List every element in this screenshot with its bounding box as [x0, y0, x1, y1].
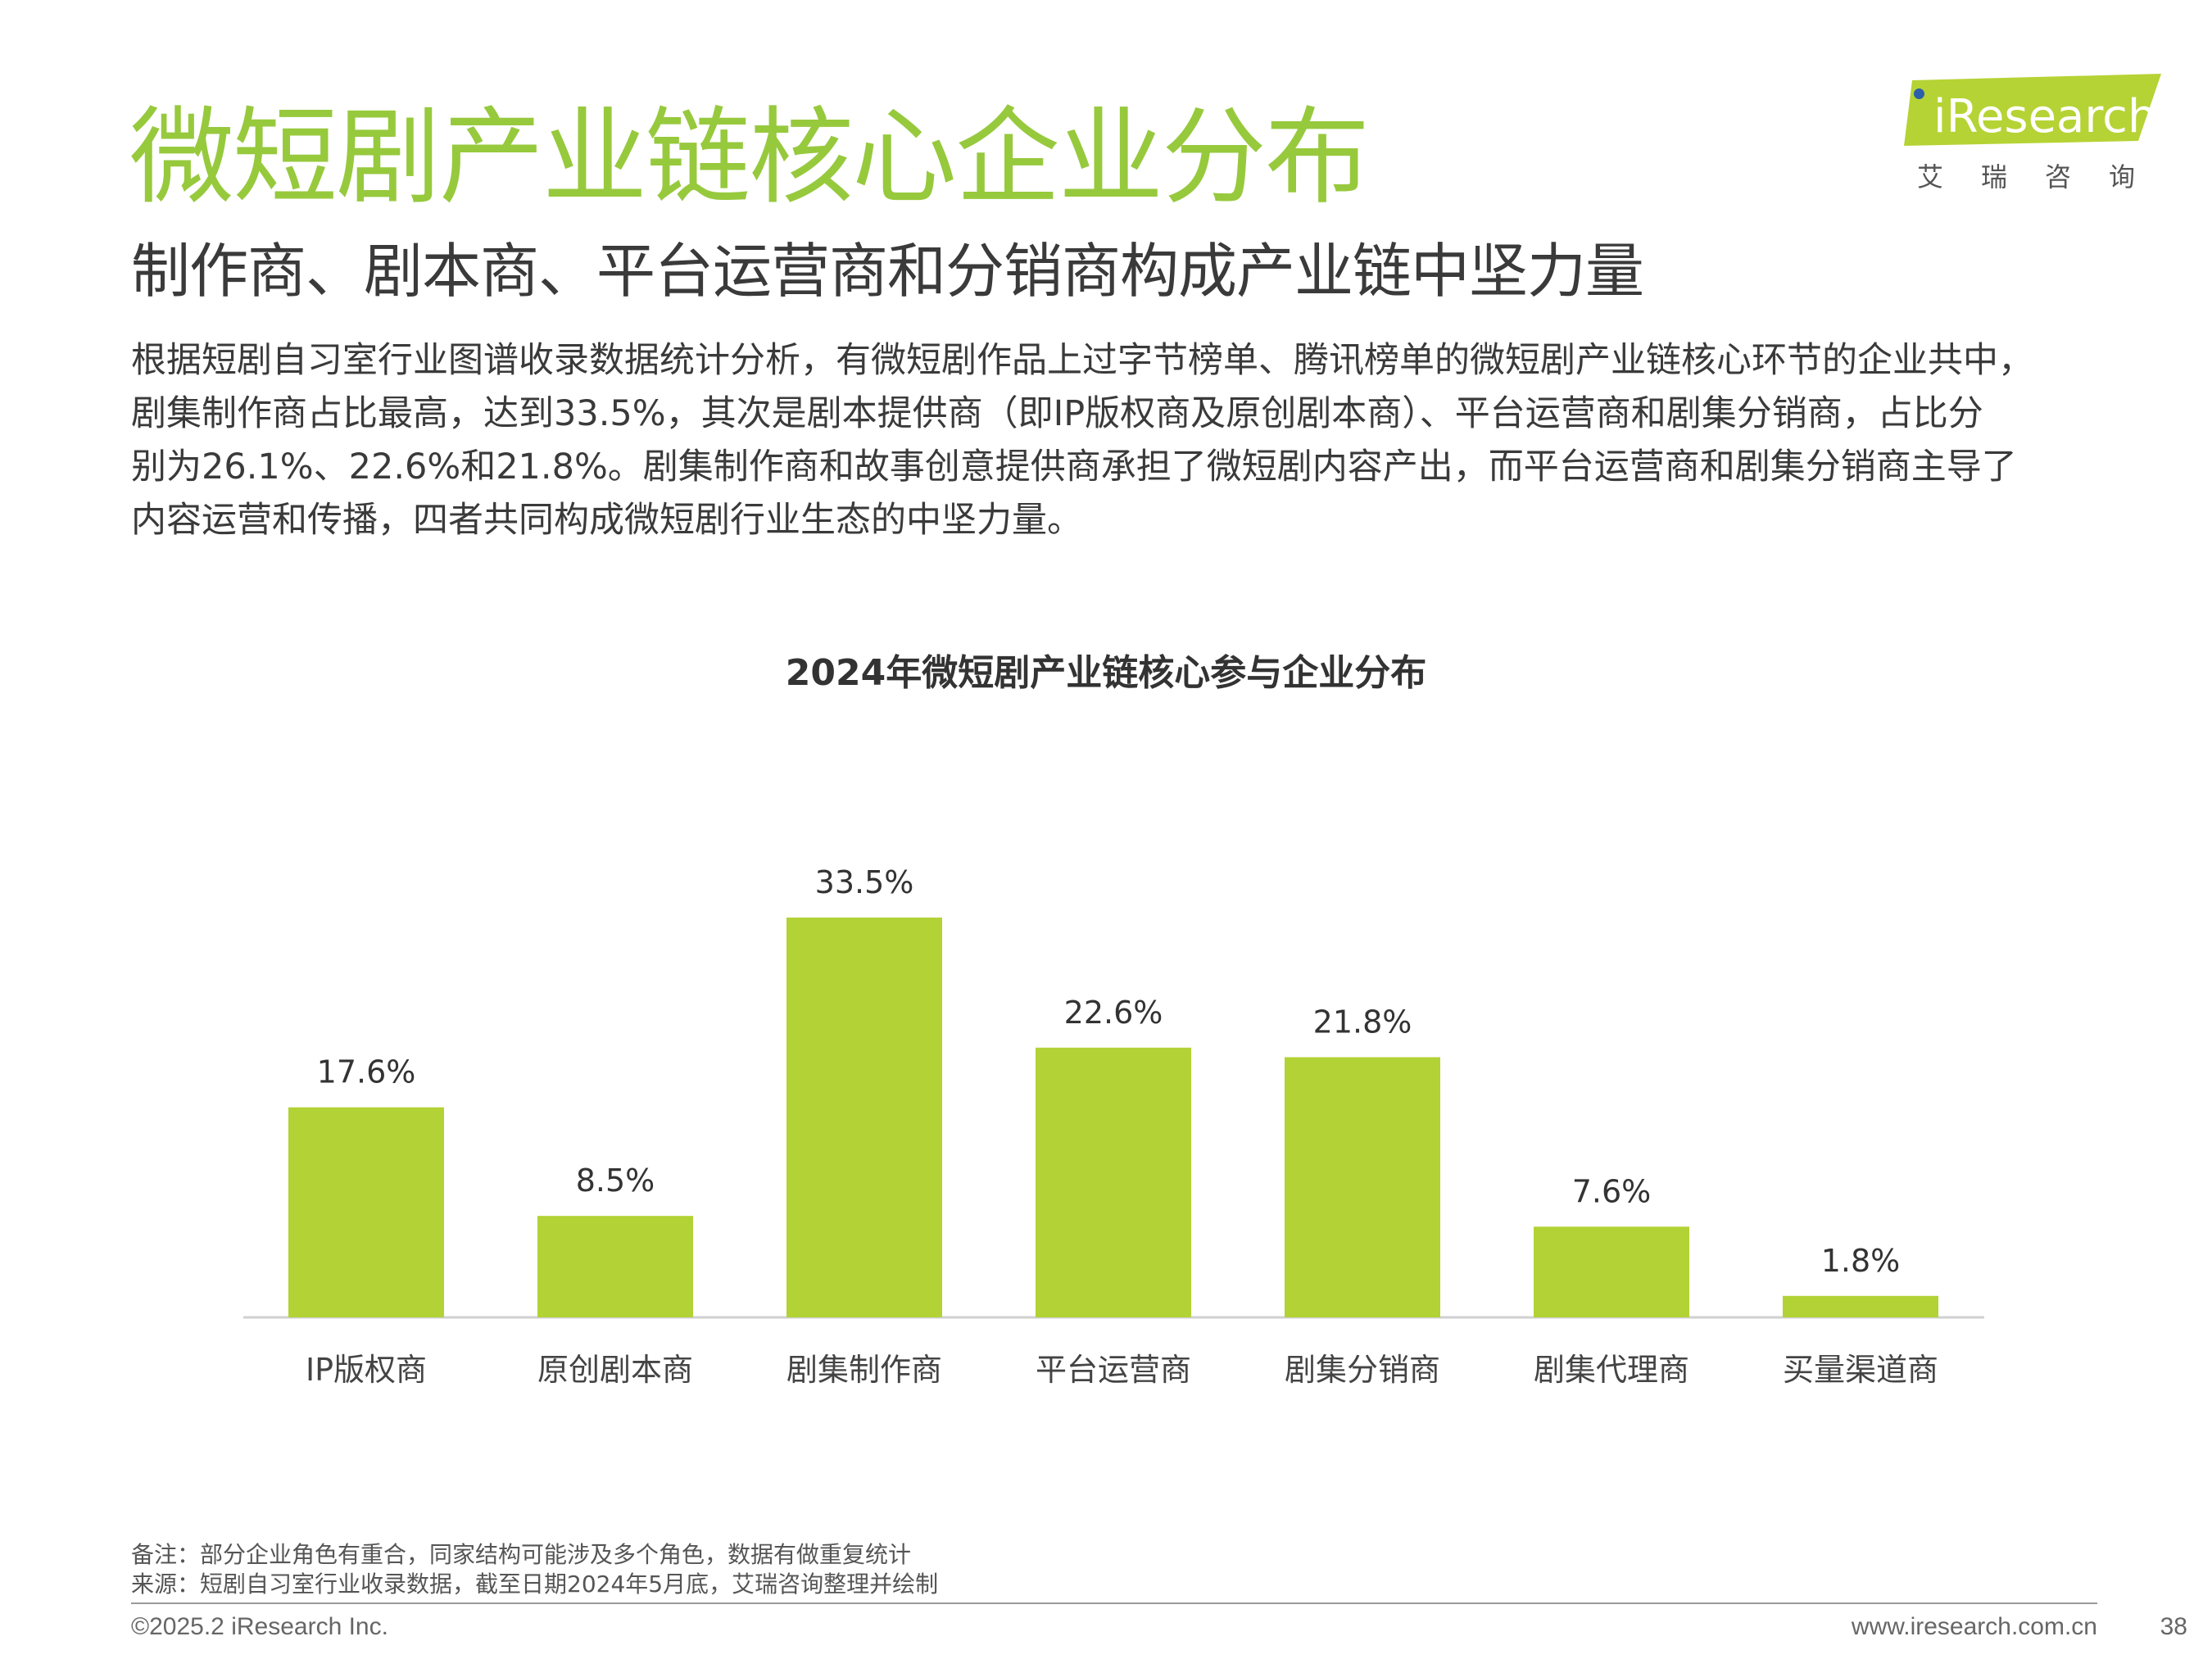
bar-value-label: 21.8% — [1313, 1004, 1412, 1040]
category-tick-label: IP版权商 — [306, 1352, 427, 1388]
logo-parallelogram-icon — [1904, 74, 2161, 146]
page-title: 微短剧产业链核心企业分布 — [129, 97, 1370, 219]
category-tick-label: 剧集制作商 — [786, 1352, 942, 1388]
bar-value-label: 33.5% — [815, 864, 914, 900]
body-line: 根据短剧自习室行业图谱收录数据统计分析，有微短剧作品上过字节榜单、腾讯榜单的微短… — [131, 340, 2033, 381]
bar — [1036, 1047, 1191, 1317]
chart-title: 2024年微短剧产业链核心参与企业分布 — [785, 652, 1427, 694]
logo-dot-icon — [1914, 88, 1924, 99]
page-subtitle: 制作商、剧本商、平台运营商和分销商构成产业链中坚力量 — [131, 237, 1644, 306]
category-tick-label: 原创剧本商 — [537, 1352, 693, 1388]
bar — [1534, 1226, 1689, 1317]
body-line: 剧集制作商占比最高，达到33.5%，其次是剧本提供商（即IP版权商及原创剧本商）… — [131, 393, 1983, 434]
bar — [288, 1107, 444, 1317]
category-tick-label: 剧集代理商 — [1534, 1352, 1689, 1388]
bar-value-label: 22.6% — [1064, 995, 1163, 1031]
body-line: 内容运营和传播，四者共同构成微短剧行业生态的中坚力量。 — [131, 500, 1082, 541]
footer-copyright: ©2025.2 iResearch Inc. — [131, 1613, 388, 1640]
bar-value-label: 1.8% — [1821, 1243, 1901, 1279]
footer-website[interactable]: www.iresearch.com.cn — [1851, 1613, 2097, 1640]
bar-value-label: 17.6% — [317, 1054, 416, 1090]
chart-note: 备注：部分企业角色有重合，同家结构可能涉及多个角色，数据有做重复统计 — [131, 1541, 912, 1568]
page-number: 38 — [2160, 1613, 2187, 1640]
category-tick-label: 平台运营商 — [1036, 1352, 1191, 1388]
logo-wordmark: iResearch — [1933, 90, 2157, 143]
bar — [786, 918, 942, 1317]
bar — [1783, 1295, 1938, 1317]
logo-subtitle: 艾瑞咨询 — [1917, 161, 2173, 193]
bar-value-label: 8.5% — [576, 1163, 655, 1199]
body-paragraph: 根据短剧自习室行业图谱收录数据统计分析，有微短剧作品上过字节榜单、腾讯榜单的微短… — [131, 334, 2122, 547]
iresearch-logo: iResearch 艾瑞咨询 — [1901, 70, 2163, 202]
category-tick-label: 剧集分销商 — [1285, 1352, 1440, 1388]
bar-value-label: 7.6% — [1572, 1173, 1652, 1209]
body-line: 别为26.1%、22.6%和21.8%。剧集制作商和故事创意提供商承担了微短剧内… — [131, 446, 2017, 487]
logo-word: Research — [1946, 90, 2157, 143]
category-tick-label: 买量渠道商 — [1783, 1352, 1938, 1388]
chart-source: 来源：短剧自习室行业收录数据，截至日期2024年5月底，艾瑞咨询整理并绘制 — [131, 1571, 939, 1598]
bar — [537, 1216, 693, 1317]
footer-divider — [131, 1602, 2097, 1604]
bar — [1285, 1057, 1440, 1317]
